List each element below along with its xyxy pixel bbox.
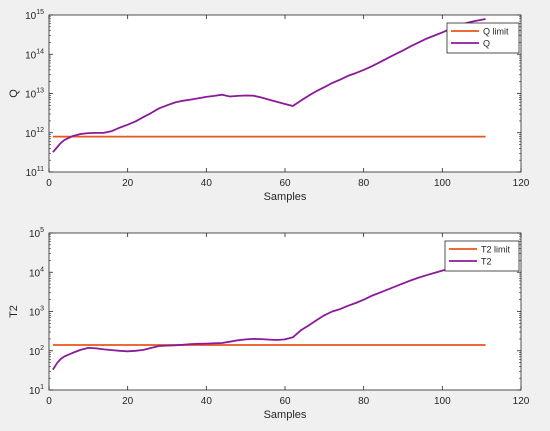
x-tick-label: 20 bbox=[122, 178, 134, 189]
axes-box bbox=[48, 232, 522, 391]
series-line-2 bbox=[52, 18, 486, 153]
plot-area bbox=[49, 233, 521, 390]
x-tick-label: 40 bbox=[201, 396, 213, 407]
y-tick-label: 103 bbox=[29, 306, 44, 319]
y-tick-label: 104 bbox=[29, 266, 44, 279]
y-tick-label: 1012 bbox=[25, 127, 44, 140]
x-tick-label: 100 bbox=[434, 396, 451, 407]
y-tick-label: 1014 bbox=[25, 48, 44, 61]
x-tick-label: 60 bbox=[279, 396, 291, 407]
legend-box bbox=[444, 240, 520, 272]
x-tick-label: 120 bbox=[513, 396, 530, 407]
x-tick-label: 20 bbox=[122, 396, 134, 407]
plot-area bbox=[49, 15, 521, 172]
legend-label-1: Q limit bbox=[483, 27, 509, 37]
axes-box bbox=[48, 14, 522, 173]
y-tick-label: 1011 bbox=[26, 166, 44, 179]
legend-label-2: T2 bbox=[481, 257, 492, 267]
y-tick-label: 1013 bbox=[25, 88, 44, 101]
chart-panel-2: 0 20 40 60 80 100 120101102103104105SamplesT2T… bbox=[8, 227, 530, 421]
y-tick-label: 1015 bbox=[25, 9, 44, 22]
x-tick-label: 40 bbox=[201, 178, 213, 189]
y-tick-label: 105 bbox=[29, 227, 44, 240]
x-axis-label: Samples bbox=[264, 191, 307, 203]
legend-label-1: T2 limit bbox=[481, 245, 510, 255]
x-tick-label: 100 bbox=[434, 178, 451, 189]
y-tick-label: 102 bbox=[29, 345, 44, 358]
x-tick-label: 120 bbox=[513, 178, 530, 189]
legend: Q limit Q bbox=[446, 22, 520, 54]
x-axis-label: Samples bbox=[264, 409, 307, 421]
y-axis-label: Q bbox=[8, 89, 20, 98]
x-tick-label: 80 bbox=[358, 396, 370, 407]
x-tick-label: 80 bbox=[358, 178, 370, 189]
legend-label-2: Q bbox=[483, 39, 490, 49]
series-line-2 bbox=[52, 257, 486, 371]
chart-panel-1: 0 20 40 60 80 100 120 1011 1012 1013 1014 1015 Sampl… bbox=[8, 9, 530, 203]
legend-box bbox=[446, 22, 520, 54]
y-tick-label: 101 bbox=[29, 384, 44, 397]
x-tick-label: 0 bbox=[46, 178, 52, 189]
x-tick-label: 60 bbox=[279, 178, 291, 189]
y-axis-label: T2 bbox=[8, 305, 20, 318]
x-tick-label: 0 bbox=[46, 396, 52, 407]
legend: T2 limit T2 bbox=[444, 240, 520, 272]
